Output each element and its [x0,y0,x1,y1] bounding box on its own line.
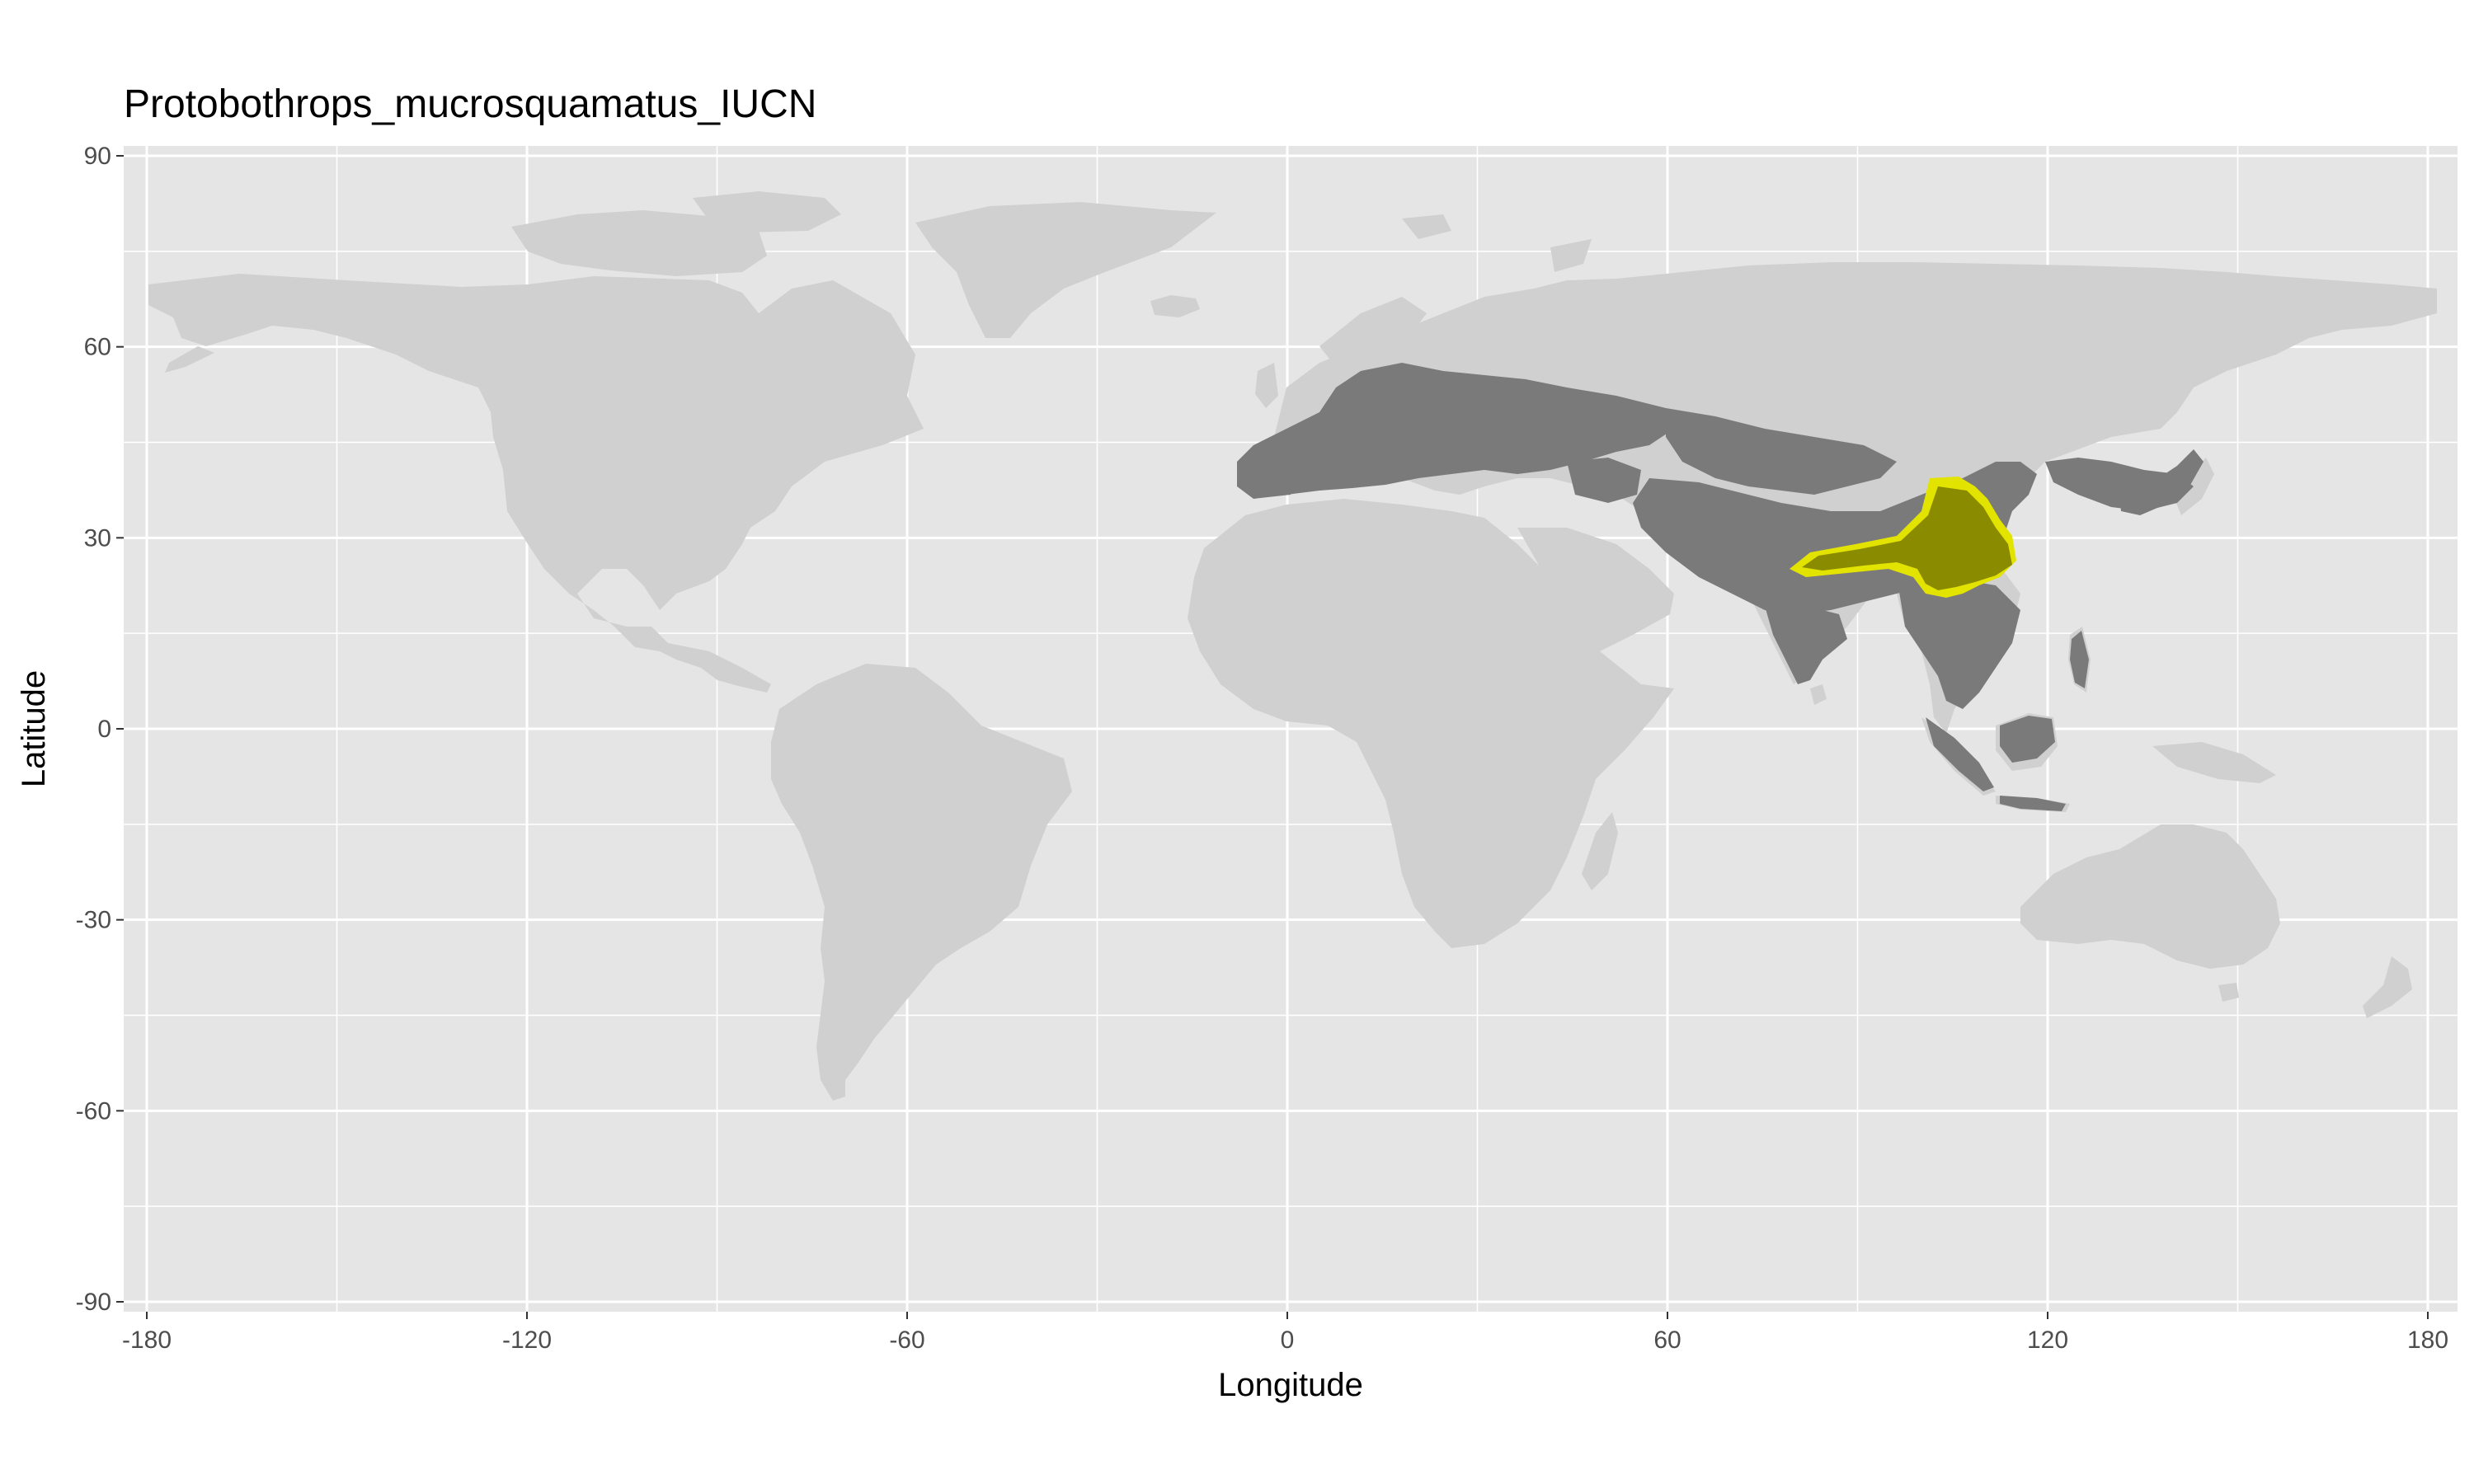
region-philippines [2070,631,2089,688]
y-tick-label: 90 [84,143,111,170]
x-axis: -180 -120 -60 0 60 120 180 [122,1312,2448,1354]
land-tasmania [2218,983,2239,1002]
land-new-zealand [2363,956,2412,1018]
region-iberia [1237,458,1303,499]
region-sumatra [1926,717,1994,791]
x-tick-label: -180 [122,1327,172,1354]
y-axis: 90 60 30 0 -30 -60 -90 [76,143,124,1316]
land-iceland [1150,295,1200,317]
y-tick-label: -60 [76,1097,111,1125]
land-alaska-tail [165,346,214,373]
land-greenland [915,202,1216,338]
x-tick-label: 0 [1281,1327,1295,1354]
y-tick-label: 30 [84,524,111,552]
x-tick-label: 60 [1653,1327,1681,1354]
range-core [1802,486,2012,590]
region-india [1765,606,1847,684]
land-ellesmere [693,191,841,232]
y-tick-label: 60 [84,334,111,361]
x-tick-label: -60 [889,1327,924,1354]
x-axis-title: Longitude [1218,1367,1363,1403]
land-novaya-zemlya [1550,239,1592,272]
land-australia [2020,824,2280,969]
y-tick-label: 0 [97,716,111,743]
plot-title: Protobothrops_mucrosquamatus_IUCN [124,82,816,126]
land-eurasia [1270,262,2437,585]
land-svalbard [1402,214,1451,239]
x-tick-label: 180 [2407,1327,2448,1354]
species-range [1790,477,2016,598]
land-britain [1255,363,1278,408]
region-japan [2119,449,2204,515]
region-java [2000,796,2066,811]
land-africa [1188,499,1674,948]
land-north-america [148,274,924,693]
land-madagascar [1582,812,1618,890]
land-arabia [1517,528,1674,651]
y-tick-label: -90 [76,1289,111,1316]
y-tick-label: -30 [76,907,111,934]
land-south-america [771,664,1072,1101]
land-sri-lanka [1810,684,1827,705]
region-caucasus [1567,458,1641,503]
region-central-asia [1666,408,1897,495]
x-tick-label: -120 [502,1327,552,1354]
land-scandinavia [1319,297,1427,367]
land-arctic-islands [511,210,767,276]
land-new-guinea [2152,742,2276,783]
region-indochina [1897,577,2020,709]
y-axis-title: Latitude [16,670,52,787]
region-borneo [2000,716,2055,763]
x-tick-label: 120 [2027,1327,2068,1354]
region-europe [1237,363,1674,495]
